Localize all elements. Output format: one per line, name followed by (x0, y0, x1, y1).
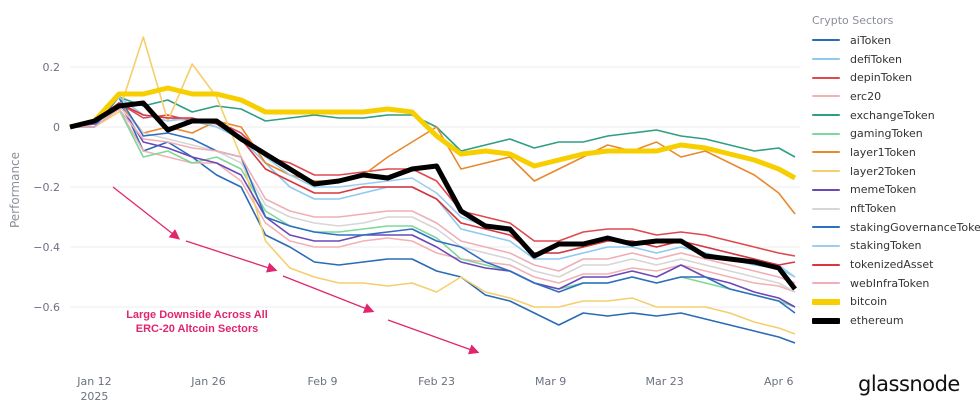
legend-swatch (812, 95, 840, 98)
x-axis-ticks: Jan 12 2025 Jan 26 Feb 9 Feb 23 Mar 9 Mar 23 Ap… (76, 375, 793, 403)
legend-item-webInfraToken[interactable]: webInfraToken (812, 274, 980, 293)
x-tick-label: Mar 23 (646, 375, 684, 388)
legend-label: exchangeToken (850, 108, 935, 122)
legend-item-bitcoin[interactable]: bitcoin (812, 293, 980, 312)
x-tick-label: Mar 9 (535, 375, 566, 388)
annotation-arrow (185, 240, 278, 273)
legend-label: aiToken (850, 33, 892, 47)
legend-swatch (812, 188, 840, 191)
legend-item-exchangeToken[interactable]: exchangeToken (812, 106, 980, 125)
annotation-arrow (112, 186, 181, 240)
glassnode-logo: glassnode (858, 372, 960, 396)
legend-item-aiToken[interactable]: aiToken (812, 31, 980, 50)
legend-swatch (812, 282, 840, 285)
legend-label: ethereum (850, 314, 904, 328)
legend-item-stakingToken[interactable]: stakingToken (812, 237, 980, 256)
legend-item-depinToken[interactable]: depinToken (812, 68, 980, 87)
y-axis-ticks: 0.2 0 −0.2 −0.4 −0.6 (33, 61, 60, 314)
legend-swatch (812, 244, 840, 247)
legend-item-erc20[interactable]: erc20 (812, 87, 980, 106)
legend-item-nftToken[interactable]: nftToken (812, 199, 980, 218)
series-line-stakingGovernanceToken (70, 96, 796, 314)
legend-label: bitcoin (850, 295, 888, 309)
legend-item-stakingGovernanceToken[interactable]: stakingGovernanceToken (812, 218, 980, 237)
legend-label: layer1Token (850, 145, 916, 159)
legend-swatch (812, 317, 840, 324)
series-lines (69, 36, 797, 344)
legend-swatch (812, 132, 840, 135)
annotation-text: Large Downside Across All (126, 309, 268, 321)
x-tick-label: Apr 6 (764, 375, 794, 388)
legend-title: Crypto Sectors (812, 14, 894, 27)
legend-swatch (812, 114, 840, 117)
legend-item-tokenizedAsset[interactable]: tokenizedAsset (812, 255, 980, 274)
legend-label: gamingToken (850, 127, 923, 141)
legend-swatch (812, 226, 840, 229)
legend-swatch (812, 58, 840, 61)
y-tick-label: 0 (53, 121, 60, 134)
legend-label: erc20 (850, 89, 882, 103)
legend-swatch (812, 170, 840, 173)
legend-label: stakingToken (850, 239, 922, 253)
legend: Crypto Sectors aiToken defiToken depinToke… (812, 14, 980, 330)
legend-item-gamingToken[interactable]: gamingToken (812, 124, 980, 143)
y-tick-label: −0.2 (33, 181, 60, 194)
annotation: Large Downside Across All ERC-20 Altcoin … (112, 186, 480, 355)
y-tick-label: 0.2 (43, 61, 61, 74)
legend-label: nftToken (850, 202, 897, 216)
legend-label: webInfraToken (850, 276, 930, 290)
legend-swatch (812, 151, 840, 154)
legend-label: depinToken (850, 71, 913, 85)
x-tick-label: Jan 26 (190, 375, 225, 388)
series-line-webInfraToken (70, 108, 796, 284)
legend-label: defiToken (850, 52, 902, 66)
series-line-memeToken (69, 102, 796, 308)
annotation-text: ERC-20 Altcoin Sectors (136, 323, 258, 335)
annotation-arrow (387, 319, 480, 355)
annotation-arrow (282, 275, 375, 313)
legend-label: layer2Token (850, 164, 916, 178)
y-tick-label: −0.4 (33, 241, 60, 254)
x-tick-sublabel: 2025 (80, 390, 108, 403)
x-tick-label: Jan 12 (76, 375, 111, 388)
legend-swatch (812, 263, 840, 266)
legend-item-ethereum[interactable]: ethereum (812, 311, 980, 330)
legend-item-memeToken[interactable]: memeToken (812, 181, 980, 200)
legend-swatch (812, 76, 840, 79)
legend-label: tokenizedAsset (850, 258, 934, 272)
legend-label: memeToken (850, 183, 917, 197)
series-line-layer2Token (70, 36, 796, 335)
legend-label: stakingGovernanceToken (850, 220, 980, 234)
x-tick-label: Feb 23 (418, 375, 455, 388)
series-line-nftToken (70, 105, 796, 293)
y-tick-label: −0.6 (33, 301, 60, 314)
series-line-layer1Token (69, 102, 796, 215)
y-axis-label: Performance (8, 152, 22, 228)
series-line-ethereum (69, 100, 797, 291)
legend-item-layer1Token[interactable]: layer1Token (812, 143, 980, 162)
legend-swatch (812, 39, 840, 42)
legend-swatch (812, 298, 840, 305)
legend-item-defiToken[interactable]: defiToken (812, 50, 980, 69)
legend-swatch (812, 207, 840, 210)
x-tick-label: Feb 9 (308, 375, 338, 388)
legend-item-layer2Token[interactable]: layer2Token (812, 162, 980, 181)
series-line-bitcoin (69, 85, 797, 181)
